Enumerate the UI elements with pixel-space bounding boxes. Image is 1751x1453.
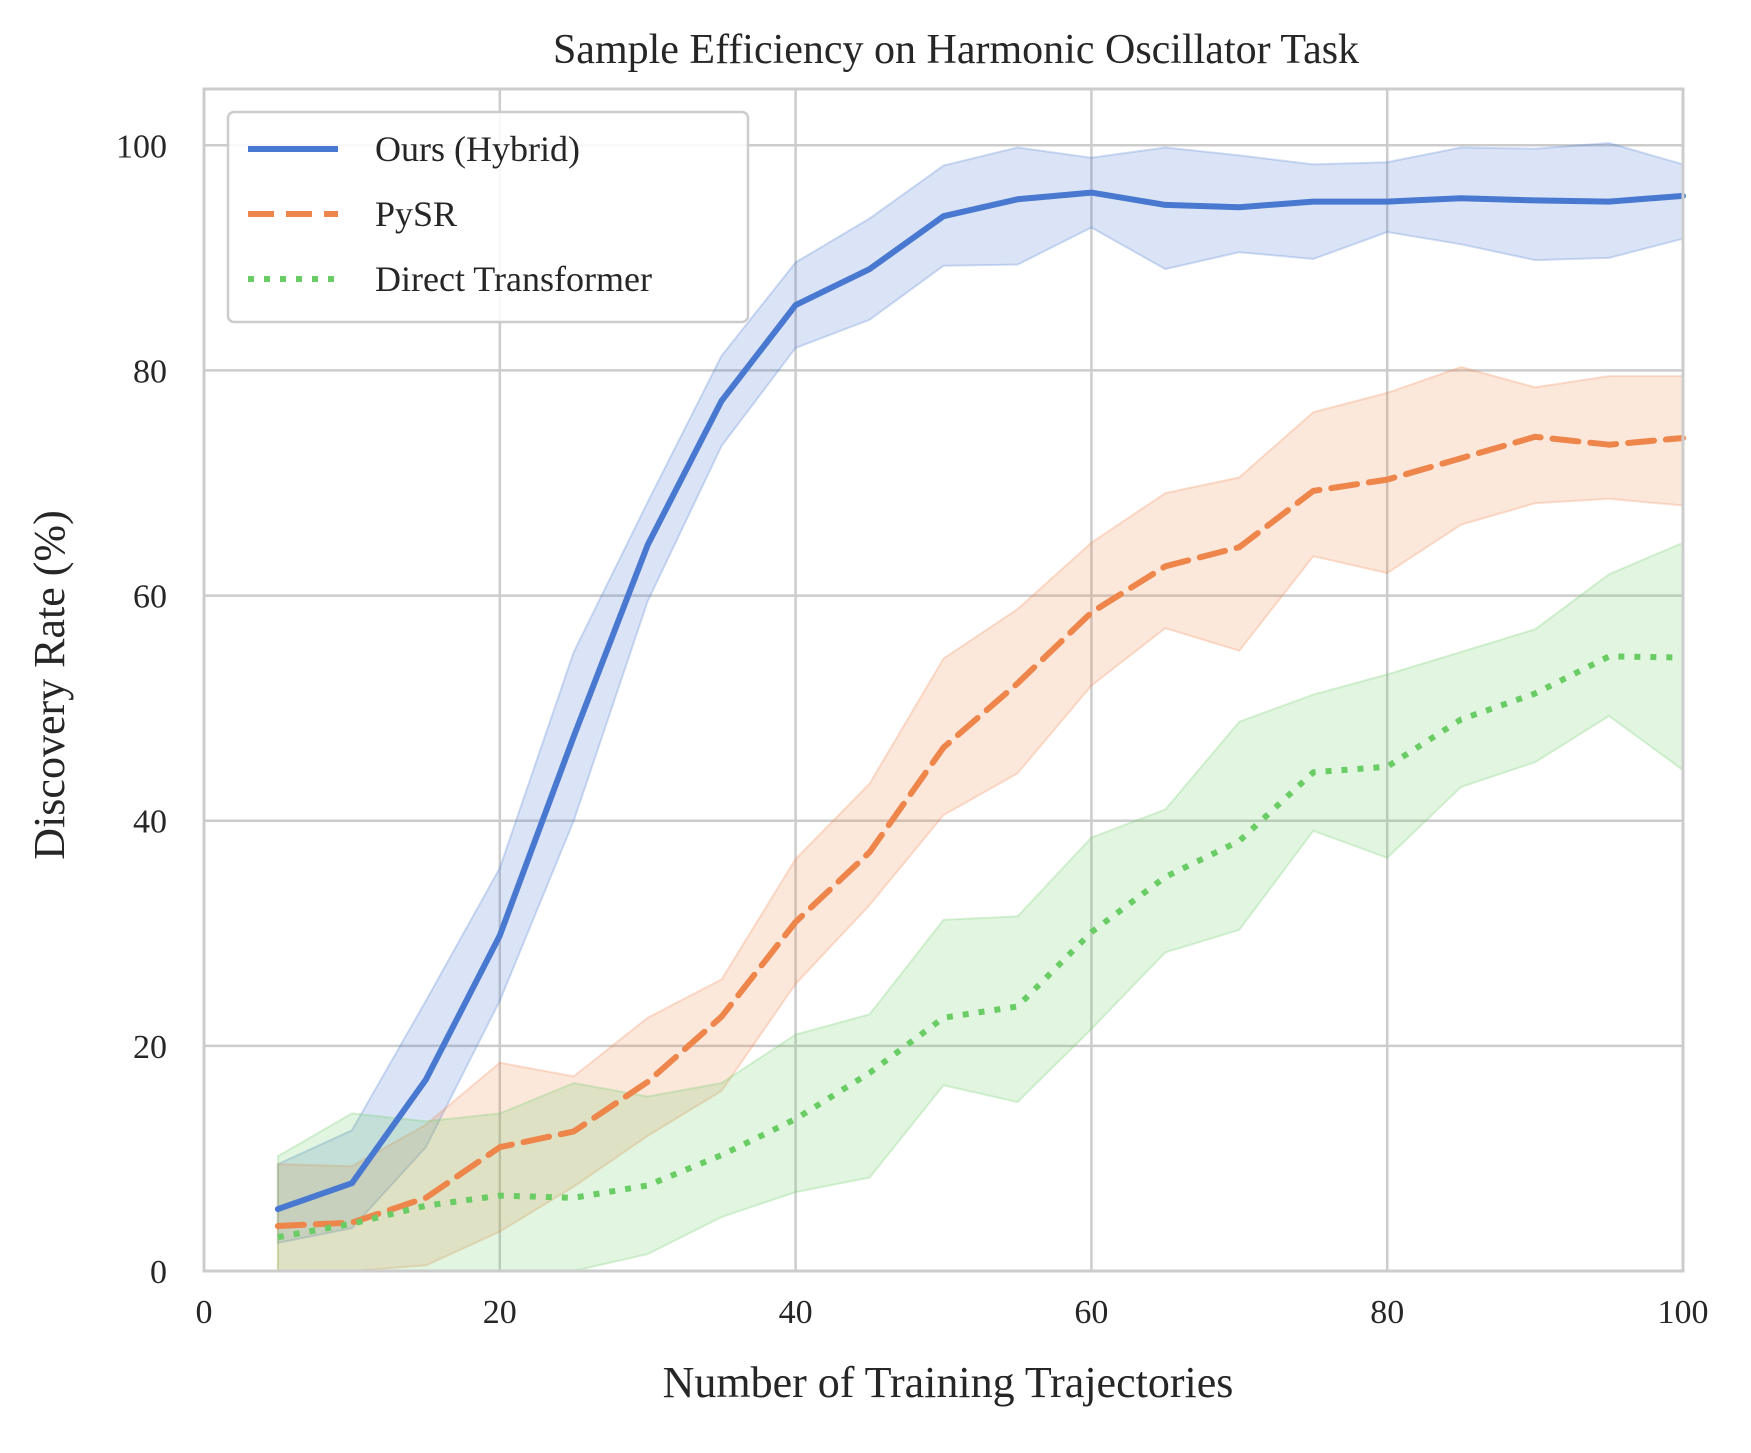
legend-box [226,110,750,324]
y-tick-label: 0 [150,1254,167,1291]
x-axis-label: Number of Training Trajectories [663,1358,1234,1407]
chart-title: Sample Efficiency on Harmonic Oscillator… [553,27,1359,73]
y-tick-label: 100 [116,128,167,165]
y-tick-label: 20 [133,1029,167,1066]
x-tick-labels: 0 20 40 60 80 100 [196,1294,1709,1331]
y-tick-label: 40 [133,804,167,841]
x-tick-label: 40 [779,1294,813,1331]
line-ours-hybrid [274,189,1686,1213]
x-tick-label: 100 [1658,1294,1709,1331]
gridlines [202,89,1685,1273]
x-tick-label: 20 [483,1294,517,1331]
y-tick-label: 80 [133,353,167,390]
legend-label-ours-hybrid: Ours (Hybrid) [375,129,580,169]
x-tick-label: 60 [1074,1294,1108,1331]
legend-label-pysr: PySR [375,194,457,234]
series-lines [274,189,1686,1241]
legend-label-direct-transformer: Direct Transformer [375,259,652,299]
y-axis-label: Discovery Rate (%) [25,510,74,859]
y-tick-labels: 0 20 40 60 80 100 [116,128,167,1291]
y-tick-label: 60 [133,579,167,616]
line-pysr [274,433,1686,1229]
plot-frame [202,87,1685,1273]
line-direct-transformer [277,653,1684,1241]
x-tick-label: 80 [1370,1294,1404,1331]
legend: Ours (Hybrid) PySR Direct Transformer [226,110,750,324]
x-tick-label: 0 [196,1294,213,1331]
